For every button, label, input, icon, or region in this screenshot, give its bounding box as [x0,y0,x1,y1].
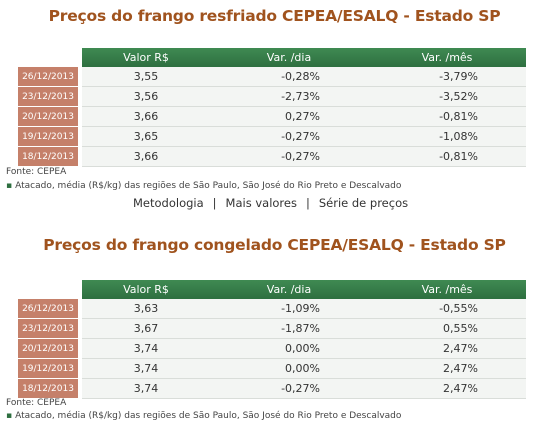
link-separator: | [305,196,310,210]
date-badge: 20/12/2013 [18,339,82,359]
monthly-variation: -0,81% [368,107,526,127]
methodology-note: ▪ Atacado, média (R$/kg) das regiões de S… [6,181,401,191]
price-value: 3,66 [82,147,210,167]
header-var-month: Var. /mês [368,280,526,299]
serie-de-precos-link[interactable]: Série de preços [318,196,409,210]
date-badge: 19/12/2013 [18,127,82,147]
frozen-chicken-price-table: Valor R$ Var. /dia Var. /mês 26/12/2013 … [18,280,526,399]
table-row: 20/12/2013 3,74 0,00% 2,47% [18,339,526,359]
metodologia-link[interactable]: Metodologia [133,196,204,210]
monthly-variation: 2,47% [368,359,526,379]
header-var-day: Var. /dia [210,280,368,299]
monthly-variation: -3,52% [368,87,526,107]
daily-variation: -0,27% [210,147,368,167]
price-value: 3,67 [82,319,210,339]
daily-variation: -0,27% [210,379,368,399]
price-value: 3,74 [82,339,210,359]
daily-variation: -2,73% [210,87,368,107]
price-value: 3,56 [82,87,210,107]
note-text: Atacado, média (R$/kg) das regiões de Sã… [15,411,402,421]
table-2-title: Preços do frango congelado CEPEA/ESALQ -… [43,236,506,254]
date-badge: 23/12/2013 [18,319,82,339]
table-1-title: Preços do frango resfriado CEPEA/ESALQ -… [48,7,501,25]
monthly-variation: -0,81% [368,147,526,167]
header-var-day: Var. /dia [210,48,368,67]
link-separator: | [212,196,217,210]
monthly-variation: 0,55% [368,319,526,339]
price-value: 3,55 [82,67,210,87]
monthly-variation: 2,47% [368,339,526,359]
header-value: Valor R$ [82,280,210,299]
monthly-variation: -3,79% [368,67,526,87]
monthly-variation: -0,55% [368,299,526,319]
price-value: 3,66 [82,107,210,127]
monthly-variation: -1,08% [368,127,526,147]
note-text: Atacado, média (R$/kg) das regiões de Sã… [15,181,402,191]
table-row: 26/12/2013 3,55 -0,28% -3,79% [18,67,526,87]
mais-valores-link[interactable]: Mais valores [225,196,297,210]
bullet-icon: ▪ [6,181,13,191]
chilled-chicken-price-table: Valor R$ Var. /dia Var. /mês 26/12/2013 … [18,48,526,167]
source-label: Fonte: CEPEA [6,398,67,408]
methodology-note: ▪ Atacado, média (R$/kg) das regiões de S… [6,411,401,421]
date-badge: 19/12/2013 [18,359,82,379]
table-row: 26/12/2013 3,63 -1,09% -0,55% [18,299,526,319]
price-value: 3,74 [82,379,210,399]
table-row: 23/12/2013 3,56 -2,73% -3,52% [18,87,526,107]
header-blank-cell [18,48,82,67]
price-value: 3,63 [82,299,210,319]
table-row: 20/12/2013 3,66 0,27% -0,81% [18,107,526,127]
table-row: 18/12/2013 3,74 -0,27% 2,47% [18,379,526,399]
table-header-row: Valor R$ Var. /dia Var. /mês [18,48,526,67]
table-row: 19/12/2013 3,74 0,00% 2,47% [18,359,526,379]
table-row: 19/12/2013 3,65 -0,27% -1,08% [18,127,526,147]
monthly-variation: 2,47% [368,379,526,399]
daily-variation: -1,87% [210,319,368,339]
table-row: 18/12/2013 3,66 -0,27% -0,81% [18,147,526,167]
daily-variation: 0,00% [210,359,368,379]
table-header-row: Valor R$ Var. /dia Var. /mês [18,280,526,299]
daily-variation: 0,27% [210,107,368,127]
date-badge: 20/12/2013 [18,107,82,127]
table-row: 23/12/2013 3,67 -1,87% 0,55% [18,319,526,339]
daily-variation: -1,09% [210,299,368,319]
header-value: Valor R$ [82,48,210,67]
header-blank-cell [18,280,82,299]
price-value: 3,74 [82,359,210,379]
links-bar: Metodologia | Mais valores | Série de preços [133,196,408,210]
date-badge: 26/12/2013 [18,299,82,319]
date-badge: 18/12/2013 [18,379,82,399]
source-label: Fonte: CEPEA [6,167,67,177]
header-var-month: Var. /mês [368,48,526,67]
date-badge: 26/12/2013 [18,67,82,87]
daily-variation: -0,28% [210,67,368,87]
daily-variation: -0,27% [210,127,368,147]
date-badge: 23/12/2013 [18,87,82,107]
date-badge: 18/12/2013 [18,147,82,167]
daily-variation: 0,00% [210,339,368,359]
price-value: 3,65 [82,127,210,147]
bullet-icon: ▪ [6,411,13,421]
